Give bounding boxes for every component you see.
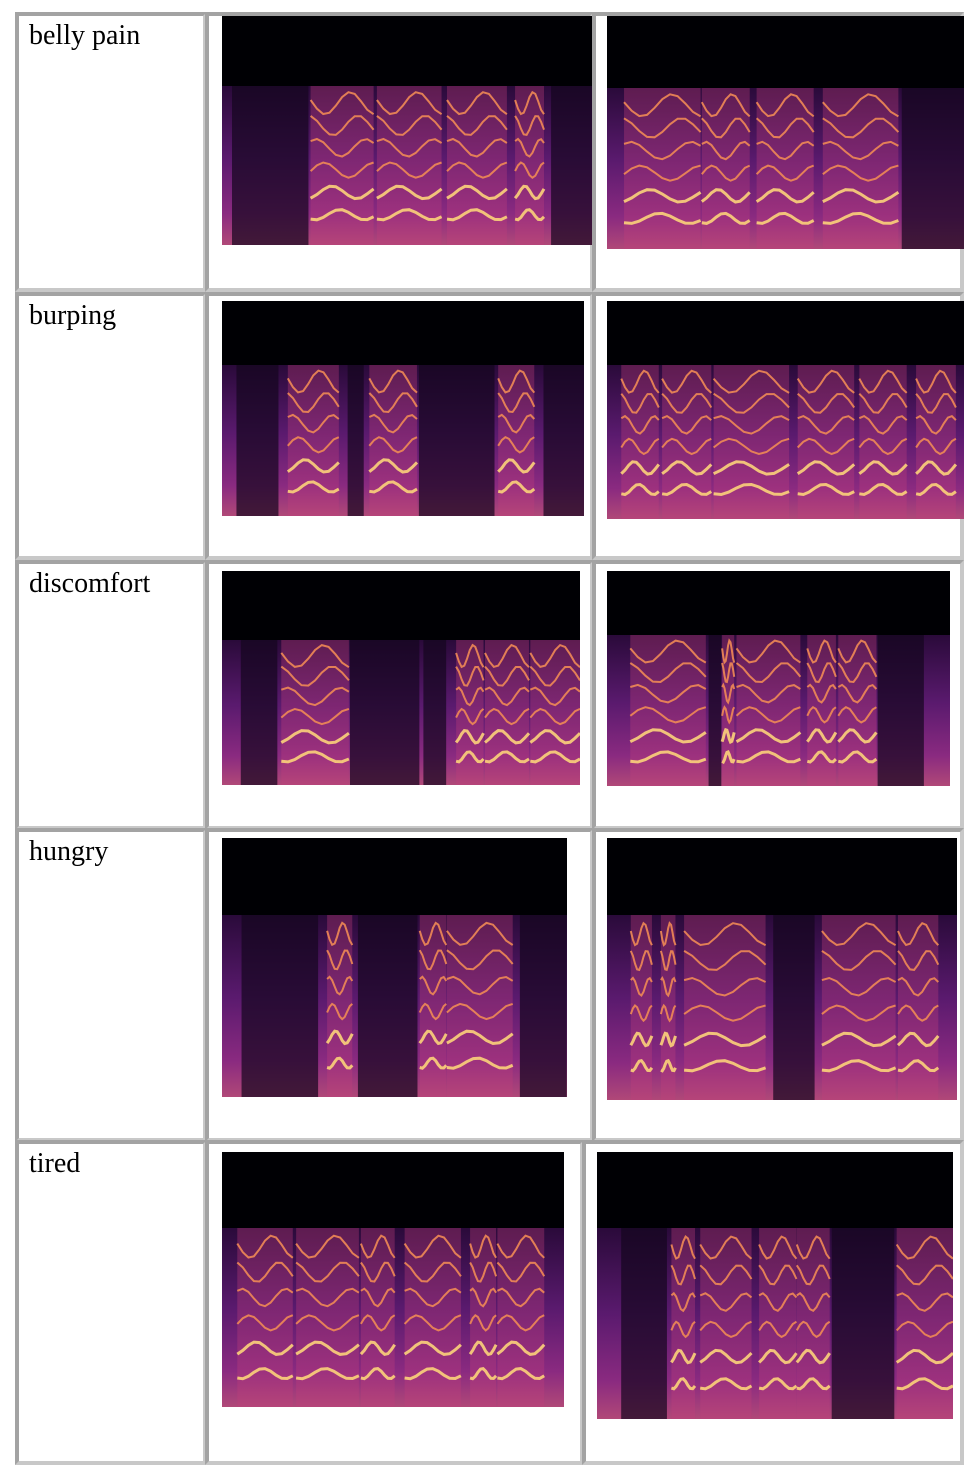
voiced-segment	[859, 365, 906, 519]
silence-segment	[709, 635, 722, 786]
silence-segment	[419, 365, 495, 516]
row-label: hungry	[29, 836, 108, 868]
spectrogram	[607, 301, 964, 519]
voiced-segment	[662, 365, 711, 519]
spectrogram	[222, 301, 584, 516]
row-label: burping	[29, 300, 116, 332]
row-label: tired	[29, 1148, 80, 1180]
label-cell: tired	[15, 1140, 207, 1465]
silence-segment	[350, 640, 419, 785]
spectrogram	[222, 1152, 564, 1407]
silence-segment	[832, 1228, 895, 1419]
silence-segment	[423, 640, 446, 785]
spectrogram	[222, 16, 592, 245]
spectrogram	[607, 16, 964, 249]
voiced-segment	[377, 86, 442, 245]
spectrogram	[607, 571, 950, 786]
silence-segment	[236, 365, 278, 516]
silence-segment	[232, 86, 308, 245]
spectrogram	[222, 838, 567, 1097]
voiced-segment	[281, 640, 349, 785]
voiced-segment	[288, 365, 339, 516]
voiced-segment	[621, 365, 659, 519]
label-cell: discomfort	[15, 560, 207, 830]
silence-segment	[242, 915, 319, 1097]
silence-segment	[348, 365, 364, 516]
voiced-segment	[736, 635, 800, 786]
voiced-segment	[714, 365, 789, 519]
spectrogram	[607, 838, 957, 1100]
label-cell: burping	[15, 292, 207, 560]
voiced-segment	[823, 88, 899, 249]
spectrogram	[597, 1152, 953, 1419]
silence-segment	[551, 86, 592, 245]
spectrogram	[222, 571, 580, 785]
silence-segment	[358, 915, 418, 1097]
silence-segment	[902, 88, 964, 249]
silence-segment	[520, 915, 567, 1097]
silence-segment	[621, 1228, 667, 1419]
label-cell: belly pain	[15, 12, 207, 292]
voiced-segment	[311, 86, 374, 245]
row-label: belly pain	[29, 20, 140, 52]
voiced-segment	[916, 365, 956, 519]
voiced-segment	[447, 86, 507, 245]
row-label: discomfort	[29, 568, 150, 600]
voiced-segment	[798, 365, 854, 519]
page: belly pain burping discomfort hungry tir…	[0, 0, 964, 1465]
label-cell: hungry	[15, 828, 207, 1142]
silence-segment	[878, 635, 924, 786]
voiced-segment	[624, 88, 701, 249]
voiced-segment	[630, 635, 706, 786]
silence-segment	[241, 640, 278, 785]
silence-segment	[773, 915, 814, 1100]
voiced-segment	[369, 365, 417, 516]
silence-segment	[543, 365, 584, 516]
